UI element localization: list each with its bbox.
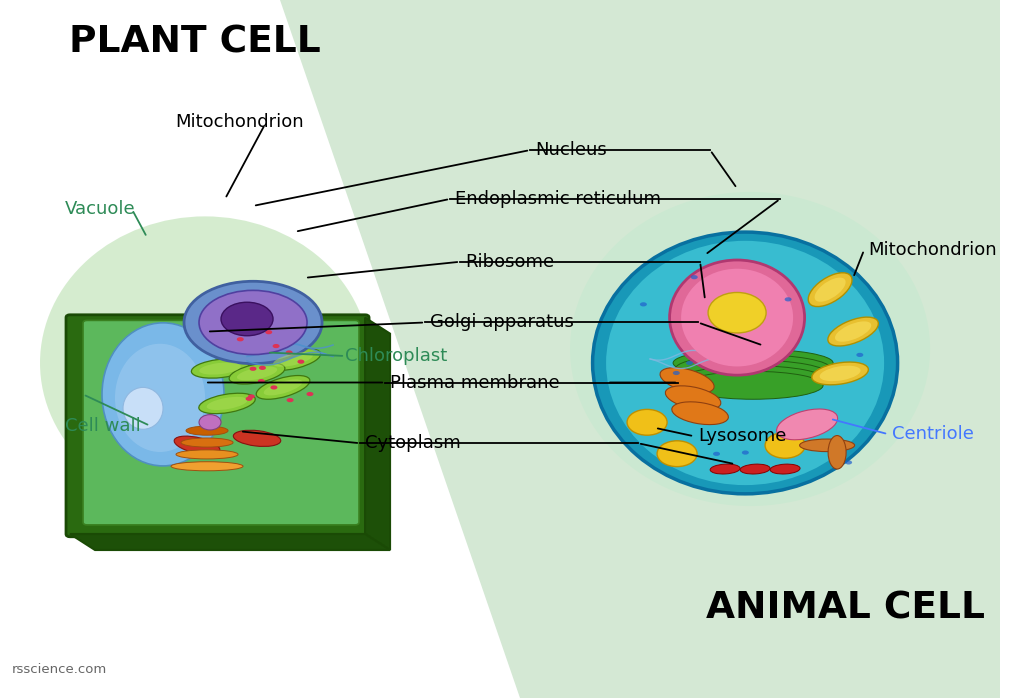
Ellipse shape bbox=[40, 216, 370, 510]
Ellipse shape bbox=[272, 344, 280, 348]
Polygon shape bbox=[70, 534, 390, 550]
Ellipse shape bbox=[264, 380, 302, 395]
Ellipse shape bbox=[819, 366, 860, 381]
Ellipse shape bbox=[681, 269, 794, 366]
Ellipse shape bbox=[570, 192, 930, 506]
FancyBboxPatch shape bbox=[66, 315, 369, 537]
Ellipse shape bbox=[741, 450, 749, 454]
Ellipse shape bbox=[256, 376, 310, 399]
Text: Mitochondrion: Mitochondrion bbox=[175, 113, 304, 131]
Ellipse shape bbox=[660, 368, 714, 393]
Ellipse shape bbox=[123, 387, 163, 429]
Ellipse shape bbox=[233, 430, 281, 447]
Ellipse shape bbox=[176, 450, 238, 459]
Ellipse shape bbox=[237, 366, 278, 380]
Ellipse shape bbox=[770, 464, 800, 474]
Ellipse shape bbox=[640, 302, 647, 306]
Ellipse shape bbox=[713, 452, 720, 456]
Ellipse shape bbox=[828, 436, 846, 469]
Text: Endoplasmic reticulum: Endoplasmic reticulum bbox=[455, 190, 662, 208]
Ellipse shape bbox=[297, 359, 304, 364]
Ellipse shape bbox=[776, 409, 838, 440]
Ellipse shape bbox=[827, 317, 879, 346]
Ellipse shape bbox=[727, 314, 734, 318]
Ellipse shape bbox=[265, 348, 321, 371]
Text: Chloroplast: Chloroplast bbox=[345, 347, 447, 365]
Ellipse shape bbox=[186, 426, 228, 436]
Ellipse shape bbox=[229, 363, 285, 384]
Ellipse shape bbox=[102, 323, 224, 466]
Text: Nucleus: Nucleus bbox=[536, 141, 607, 159]
Text: Vacuole: Vacuole bbox=[65, 200, 135, 218]
Ellipse shape bbox=[740, 464, 770, 474]
Ellipse shape bbox=[627, 409, 667, 436]
Ellipse shape bbox=[676, 355, 830, 383]
Ellipse shape bbox=[845, 461, 852, 465]
Ellipse shape bbox=[181, 438, 233, 447]
Ellipse shape bbox=[174, 436, 220, 454]
Ellipse shape bbox=[200, 362, 241, 375]
Ellipse shape bbox=[259, 366, 266, 370]
Ellipse shape bbox=[814, 278, 846, 302]
Ellipse shape bbox=[115, 344, 205, 452]
Ellipse shape bbox=[270, 385, 278, 389]
Text: Cell wall: Cell wall bbox=[65, 417, 140, 435]
Ellipse shape bbox=[191, 359, 249, 378]
Ellipse shape bbox=[199, 290, 307, 355]
Ellipse shape bbox=[681, 366, 825, 394]
Ellipse shape bbox=[286, 350, 293, 355]
Ellipse shape bbox=[856, 352, 863, 357]
Ellipse shape bbox=[708, 292, 766, 333]
Ellipse shape bbox=[233, 329, 241, 333]
Ellipse shape bbox=[606, 241, 884, 485]
Ellipse shape bbox=[678, 360, 828, 388]
Ellipse shape bbox=[673, 349, 834, 377]
FancyBboxPatch shape bbox=[83, 320, 359, 525]
Ellipse shape bbox=[765, 432, 805, 459]
Ellipse shape bbox=[199, 415, 221, 430]
Polygon shape bbox=[280, 0, 1000, 698]
Ellipse shape bbox=[265, 330, 272, 334]
Ellipse shape bbox=[248, 394, 255, 399]
Ellipse shape bbox=[686, 361, 693, 365]
Ellipse shape bbox=[258, 379, 265, 383]
Ellipse shape bbox=[691, 275, 697, 279]
Text: Mitochondrion: Mitochondrion bbox=[868, 241, 996, 259]
Ellipse shape bbox=[199, 393, 255, 414]
Ellipse shape bbox=[673, 371, 680, 375]
Text: Cytoplasm: Cytoplasm bbox=[365, 434, 461, 452]
Ellipse shape bbox=[784, 297, 792, 302]
Text: Centriole: Centriole bbox=[892, 425, 974, 443]
Polygon shape bbox=[365, 318, 390, 550]
Ellipse shape bbox=[835, 321, 871, 342]
Text: PLANT CELL: PLANT CELL bbox=[70, 24, 321, 61]
Ellipse shape bbox=[710, 464, 740, 474]
Ellipse shape bbox=[800, 439, 855, 452]
Text: Lysosome: Lysosome bbox=[698, 427, 786, 445]
Ellipse shape bbox=[250, 366, 256, 371]
Text: Plasma membrane: Plasma membrane bbox=[390, 373, 560, 392]
Ellipse shape bbox=[812, 362, 868, 385]
Text: Ribosome: Ribosome bbox=[465, 253, 554, 271]
Text: ANIMAL CELL: ANIMAL CELL bbox=[706, 591, 985, 627]
Ellipse shape bbox=[287, 398, 294, 402]
Text: rsscience.com: rsscience.com bbox=[12, 662, 108, 676]
Ellipse shape bbox=[246, 396, 253, 401]
Ellipse shape bbox=[221, 302, 273, 336]
Ellipse shape bbox=[273, 352, 313, 366]
Ellipse shape bbox=[593, 232, 898, 494]
Ellipse shape bbox=[657, 441, 697, 467]
Ellipse shape bbox=[207, 397, 248, 410]
Ellipse shape bbox=[666, 386, 721, 410]
Text: Golgi apparatus: Golgi apparatus bbox=[430, 313, 573, 332]
Ellipse shape bbox=[184, 281, 322, 364]
Ellipse shape bbox=[171, 462, 243, 471]
Ellipse shape bbox=[306, 392, 313, 396]
Ellipse shape bbox=[683, 371, 823, 399]
Ellipse shape bbox=[670, 260, 805, 376]
Ellipse shape bbox=[672, 402, 728, 424]
Ellipse shape bbox=[237, 337, 244, 341]
Ellipse shape bbox=[808, 273, 852, 306]
